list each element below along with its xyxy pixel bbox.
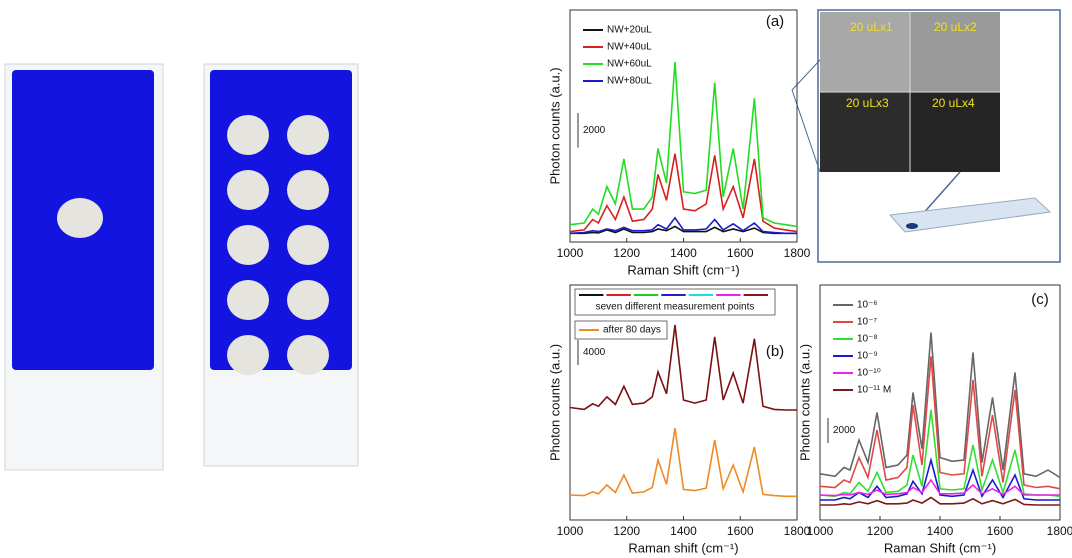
- legend-label: NW+80uL: [607, 76, 652, 87]
- series-line: [569, 324, 797, 411]
- x-tick-label: 1600: [727, 524, 754, 538]
- legend-box: [574, 320, 668, 340]
- y-axis-title: Photon counts (a.u.): [547, 67, 562, 184]
- series-line: [570, 225, 797, 235]
- x-tick-label: 1200: [867, 524, 894, 538]
- legend-label: after 80 days: [603, 325, 661, 336]
- inset-label: 20 uLx1: [850, 20, 893, 34]
- x-tick-label: 1400: [670, 524, 697, 538]
- x-axis-title: Raman Shift (cm⁻¹): [884, 540, 996, 555]
- panel-label: (b): [766, 343, 784, 360]
- x-axis-title: Raman Shift (cm⁻¹): [627, 262, 739, 277]
- slide-photo: [4, 63, 359, 471]
- x-tick-label: 1600: [987, 524, 1014, 538]
- legend-label: NW+20uL: [607, 25, 652, 36]
- legend-label: 10⁻⁹: [857, 351, 878, 362]
- series-line: [819, 332, 1061, 479]
- inset-label: 20 uLx4: [932, 96, 975, 110]
- x-axis-title: Raman shift (cm⁻¹): [628, 540, 738, 555]
- x-tick-label: 1000: [807, 524, 834, 538]
- inset-label: 20 uLx3: [846, 96, 889, 110]
- inset-label: 20 uLx2: [934, 20, 977, 34]
- x-tick-label: 1200: [613, 246, 640, 260]
- x-tick-label: 1200: [613, 524, 640, 538]
- series-line: [819, 478, 1060, 497]
- series-line: [819, 409, 1061, 498]
- panel-label: (c): [1031, 291, 1049, 308]
- legend-label: 10⁻⁸: [857, 334, 878, 345]
- x-tick-label: 1800: [784, 524, 811, 538]
- legend-label: 10⁻¹⁰: [857, 368, 881, 379]
- legend-label: NW+60uL: [607, 59, 652, 70]
- y-axis-title: Photon counts (a.u.): [797, 344, 812, 461]
- legend-box: [574, 288, 776, 316]
- series-line: [569, 61, 798, 228]
- x-tick-label: 1400: [670, 246, 697, 260]
- x-tick-label: 1600: [727, 246, 754, 260]
- legend-label: 10⁻¹¹ M: [857, 385, 891, 396]
- legend-label: NW+40uL: [607, 42, 652, 53]
- x-tick-label: 1800: [784, 246, 811, 260]
- panel-label: (a): [766, 13, 784, 30]
- scale-bar-label: 2000: [833, 425, 856, 436]
- legend-label: 10⁻⁶: [857, 300, 878, 311]
- x-tick-label: 1000: [557, 246, 584, 260]
- series-line: [820, 496, 1060, 506]
- x-tick-label: 1800: [1047, 524, 1072, 538]
- legend-label: seven different measurement points: [596, 302, 755, 313]
- scale-bar-label: 2000: [583, 125, 606, 136]
- scale-bar-label: 4000: [583, 347, 606, 358]
- series-line: [569, 153, 798, 233]
- legend-label: 10⁻⁷: [857, 317, 877, 328]
- y-axis-title: Photon counts (a.u.): [547, 344, 562, 461]
- series-line: [819, 356, 1061, 490]
- series-line: [569, 427, 797, 498]
- series-line: [569, 216, 797, 235]
- x-tick-label: 1000: [557, 524, 584, 538]
- inset: 20 uLx1 20 uLx2 20 uLx3 20 uLx4: [791, 9, 1061, 263]
- x-tick-label: 1400: [927, 524, 954, 538]
